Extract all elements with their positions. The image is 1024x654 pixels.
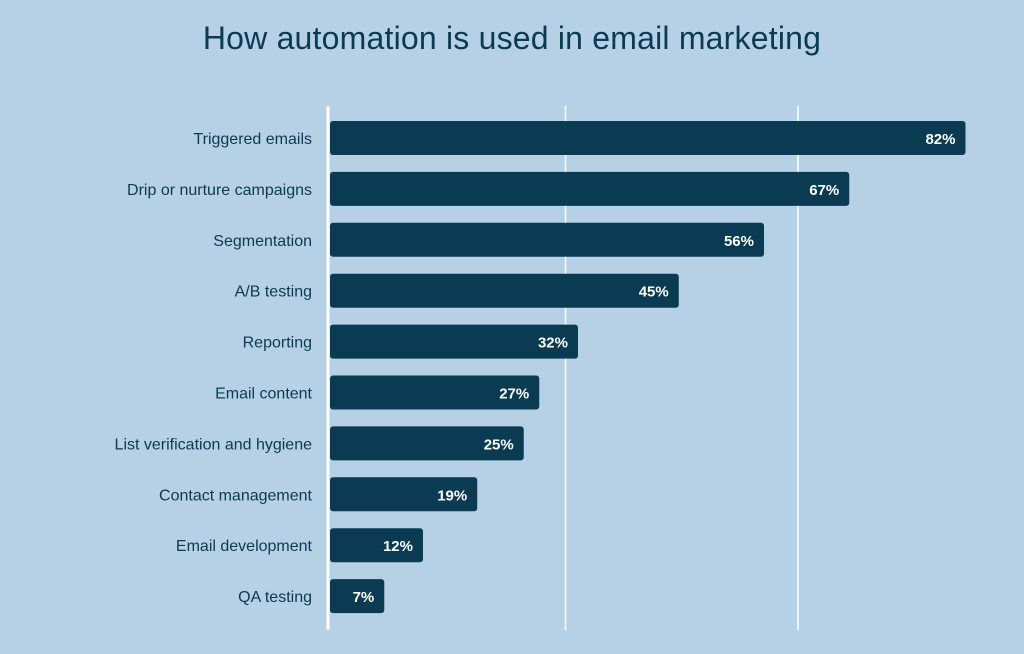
data-label: 27% xyxy=(499,386,529,403)
category-label: QA testing xyxy=(238,589,312,606)
bar xyxy=(330,375,540,410)
data-label: 56% xyxy=(724,233,754,250)
bar xyxy=(330,121,966,155)
bar xyxy=(330,426,524,461)
chart-title: How automation is used in email marketin… xyxy=(202,20,822,56)
category-label: Email content xyxy=(215,386,312,403)
category-label: Contact management xyxy=(159,487,313,504)
category-label: Triggered emails xyxy=(193,131,312,148)
bar xyxy=(330,273,679,308)
category-label: List verification and hygiene xyxy=(115,436,313,453)
category-label: Segmentation xyxy=(213,233,312,250)
data-label: 32% xyxy=(538,335,568,352)
bar xyxy=(330,477,478,512)
data-label: 25% xyxy=(484,436,514,453)
category-label: A/B testing xyxy=(235,284,312,301)
bar xyxy=(330,579,385,614)
data-label: 67% xyxy=(809,182,839,199)
data-label: 7% xyxy=(353,589,375,606)
data-label: 82% xyxy=(925,131,955,148)
category-label: Reporting xyxy=(243,335,312,352)
bar xyxy=(330,324,578,359)
bar xyxy=(330,171,850,206)
data-label: 45% xyxy=(639,284,669,301)
data-label: 19% xyxy=(437,487,467,504)
bar xyxy=(330,222,764,257)
data-label: 12% xyxy=(383,538,413,555)
bar xyxy=(330,528,423,563)
category-label: Email development xyxy=(176,538,313,555)
category-label: Drip or nurture campaigns xyxy=(127,182,312,199)
